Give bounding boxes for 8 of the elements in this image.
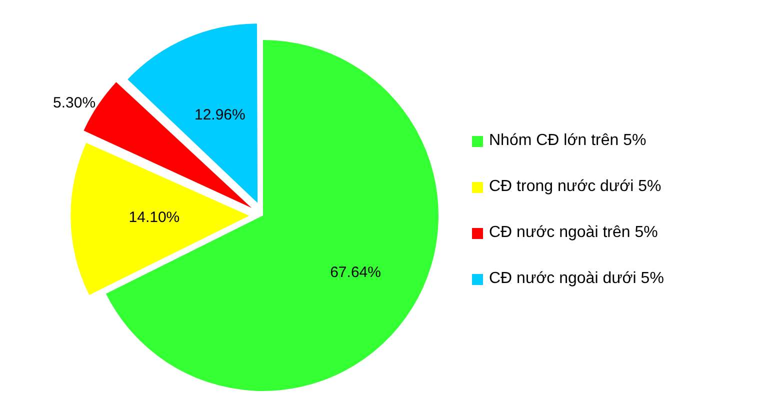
data-label: 5.30% [53,94,96,112]
legend-label: CĐ nước ngoài dưới 5% [489,268,664,288]
legend-label: Nhóm CĐ lớn trên 5% [489,130,646,150]
data-label: 12.96% [194,106,246,124]
legend-label: CĐ nước ngoài trên 5% [489,222,658,242]
legend-label: CĐ trong nước dưới 5% [489,176,662,196]
data-label: 67.64% [330,264,381,281]
data-label: 14.10% [128,208,180,226]
